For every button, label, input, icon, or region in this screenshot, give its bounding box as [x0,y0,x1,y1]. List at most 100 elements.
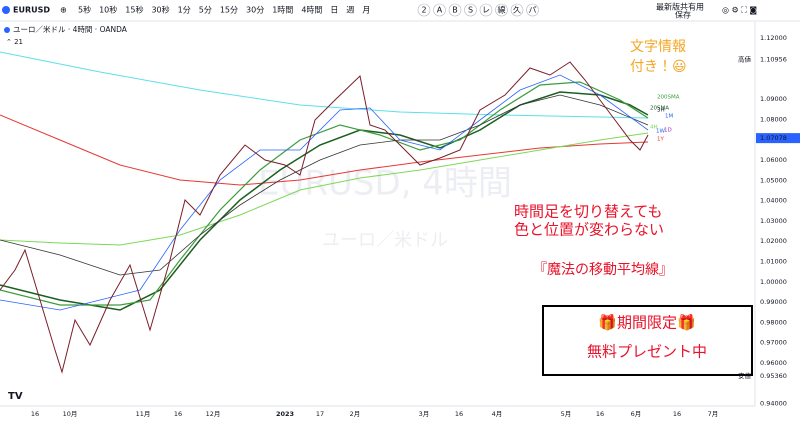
high-box [756,54,800,65]
interval[interactable]: 4時間 [301,6,322,15]
price-tick-label: 0.97000 [760,339,787,347]
tv-logo: TV [8,391,23,402]
time-tick-label: 16 [31,410,39,418]
interval[interactable]: 5秒 [78,5,91,15]
interval[interactable]: 15分 [220,6,238,15]
tool-label: パ [529,6,537,15]
symbol[interactable]: EURUSD [13,6,50,15]
time-tick-label: 11月 [136,410,151,418]
time-tick-label: 16 [174,410,182,418]
tool-button[interactable] [433,3,446,17]
interval[interactable]: 15秒 [125,5,143,15]
ma-label: 20SMA [650,106,669,112]
offer-line: 無料プレゼント中 [587,343,707,361]
time-tick-label: 16 [673,410,681,418]
headline-line: 時間足を切り替えても [514,203,663,221]
current-price: 1.07078 [760,134,787,142]
interval[interactable]: 週 [346,5,354,15]
tool-button[interactable] [448,3,462,17]
price-tick-label: 1.04000 [760,197,787,205]
legend-icon [4,27,10,33]
ma-label: 3H [657,108,665,114]
offer-line: 🎁期間限定🎁 [598,314,695,332]
price-tick-label: 1.01000 [760,258,787,266]
price-tick-label: 0.96000 [760,359,787,367]
price-tick-label: 0.99000 [760,298,787,306]
ma-line [0,114,649,186]
low-box [756,370,800,381]
time-tick-label: 3月 [419,410,430,418]
time-tick-label: 16 [596,410,604,418]
price-tick-label: 1.06000 [760,156,787,164]
indicator-label: 21 [14,38,23,46]
current-box [756,133,800,144]
tool-button[interactable] [417,3,431,17]
save[interactable]: 保存 [675,10,691,20]
ma-line [0,94,649,276]
ma-label: 1Y [657,137,664,143]
ma-line [0,132,649,246]
tool-label: 2 [421,6,426,15]
time-tick-label: 5月 [561,410,572,418]
high-price: 1.10956 [760,55,787,63]
interval[interactable]: 30分 [246,6,264,15]
tool-label: B [452,6,458,15]
add-symbol[interactable]: ⊕ [60,6,67,15]
price-tick-label: 0.94000 [760,400,787,408]
low-price: 0.95360 [760,372,787,380]
price-tick-label: 1.08000 [760,115,787,123]
ma-label: 1M [665,114,673,120]
note-line: 付き！😃 [630,59,687,75]
price-tick-label: 0.98000 [760,318,787,326]
time-tick-label: 17 [316,410,324,418]
tool-button[interactable] [526,3,539,17]
tool-label: A [437,6,443,15]
ma-line [0,74,649,311]
watermark-symbol: EURUSD, 4時間 [258,164,512,204]
headline-line: 色と位置が変わらない [514,221,664,239]
high-label: 高値 [738,54,752,63]
interval[interactable]: 30秒 [151,5,169,15]
tool-button[interactable] [464,3,477,17]
interval[interactable]: 1時間 [272,6,293,15]
interval[interactable]: 1分 [178,6,191,15]
price-line [0,61,649,374]
time-tick-label: 16 [455,410,463,418]
time-tick-label: 6月 [631,410,642,418]
note-line: 文字情報 [630,39,686,55]
interval[interactable]: 月 [362,6,370,15]
time-tick-label: 2月 [350,410,361,418]
price-tick-label: 1.12000 [760,34,787,42]
tool-label: レ [482,6,490,15]
tool-button[interactable] [510,3,524,17]
tool-label: 線 [498,5,506,15]
tool-button[interactable] [495,3,508,17]
interval[interactable]: 5分 [199,6,212,15]
interval[interactable]: 日 [330,6,338,15]
time-tick-label: 10月 [63,410,78,418]
ma-label: 200SMA [657,95,680,101]
toolbar [0,0,800,21]
ma-label: 1D [664,128,672,134]
time-tick-label: 12月 [206,410,221,418]
tool-button[interactable] [479,3,493,17]
legend-title: ユーロ／米ドル · 4時間 · OANDA [13,24,128,34]
time-tick-label: 7月 [708,410,719,418]
symbol-icon [2,6,10,14]
layout-name[interactable]: 最新版共有用 [656,2,704,12]
product: 『魔法の移動平均線』 [533,262,673,278]
toolbar-icons[interactable]: ◎ ⚙ ⛶ ◙ [722,6,757,15]
interval[interactable]: 10秒 [99,5,117,15]
ma-line [0,51,649,119]
offer-box [542,305,753,376]
low-label: 安値 [738,371,752,380]
ma-line [0,81,649,306]
price-tick-label: 1.03000 [760,217,787,225]
legend-indicator[interactable]: ⌃ 21 [6,38,23,46]
ma-label: 4H [650,125,658,131]
price-tick-label: 1.02000 [760,237,787,245]
ma-label: 1W [656,129,665,135]
time-tick-label: 2023 [276,410,294,418]
